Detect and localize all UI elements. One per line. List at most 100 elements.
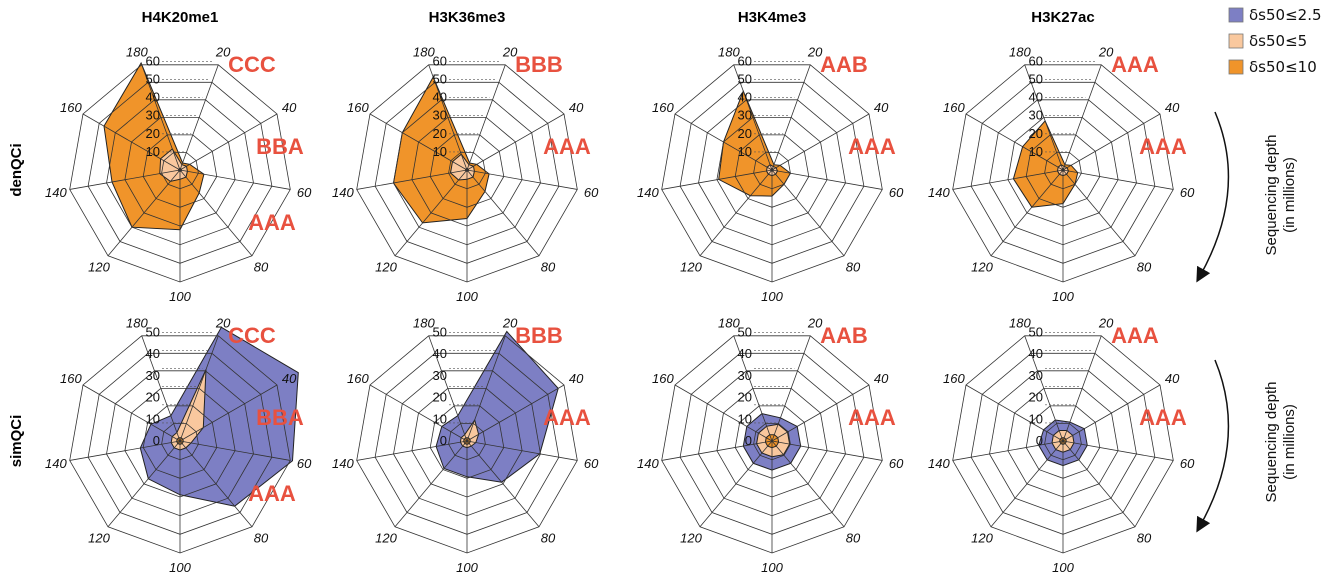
grid-spoke bbox=[771, 440, 845, 528]
axis-label: 60 bbox=[584, 185, 599, 200]
grid-spoke bbox=[1062, 113, 1161, 171]
grid-spoke bbox=[69, 169, 181, 190]
legend-swatch-large bbox=[1228, 59, 1244, 75]
axis-label: 60 bbox=[889, 456, 904, 471]
radial-tick-label: 50 bbox=[1029, 71, 1043, 86]
grid-ring bbox=[753, 423, 791, 461]
grid-spoke bbox=[771, 384, 870, 442]
radial-tick-label: 50 bbox=[433, 324, 447, 339]
significance-annotation: BBA bbox=[256, 405, 304, 430]
axis-label: 180 bbox=[1009, 45, 1031, 60]
radial-tick-label: 50 bbox=[433, 71, 447, 86]
grid-spoke bbox=[466, 169, 578, 190]
side-note-line2: (in millions) bbox=[1281, 157, 1298, 233]
grid-spoke bbox=[990, 440, 1064, 528]
axis-label: 100 bbox=[169, 289, 191, 304]
legend: δs50≤2.5 δs50≤5 δs50≤10 bbox=[1228, 6, 1322, 76]
radial-tick-label: 10 bbox=[146, 144, 160, 159]
radial-tick-label: 10 bbox=[738, 411, 752, 426]
radar-panel: 0 10 20 30 40 50 20 40 60 80 100 120 140 160 180 CCC BBA… bbox=[45, 316, 312, 575]
axis-label: 40 bbox=[1165, 100, 1180, 115]
grid-spoke bbox=[179, 384, 278, 442]
radar-panel: 10 20 30 40 50 60 20 40 60 80 100 120 140 160 180 BBB AA… bbox=[332, 45, 599, 304]
grid-ring bbox=[989, 370, 1137, 517]
axis-label: 180 bbox=[1009, 316, 1031, 331]
grid-ring bbox=[161, 423, 199, 461]
grid-spoke bbox=[1062, 440, 1136, 528]
grid-spoke bbox=[699, 169, 773, 257]
grid-ring bbox=[106, 99, 254, 246]
axis-label: 120 bbox=[971, 531, 993, 546]
axis-label: 40 bbox=[569, 100, 584, 115]
grid-spoke bbox=[179, 64, 219, 171]
axis-label: 160 bbox=[652, 100, 674, 115]
axis-label: 40 bbox=[569, 371, 584, 386]
grid-ring bbox=[87, 352, 273, 535]
grid-ring bbox=[970, 81, 1156, 264]
grid-spoke bbox=[771, 335, 811, 442]
grid-ring bbox=[1007, 117, 1119, 227]
axis-label: 20 bbox=[215, 316, 231, 331]
grid-ring bbox=[393, 370, 541, 517]
radial-tick-label: 50 bbox=[146, 324, 160, 339]
axis-label: 120 bbox=[375, 531, 397, 546]
grid-spoke bbox=[1062, 169, 1136, 257]
grid-ring bbox=[734, 405, 810, 479]
grid-spoke bbox=[107, 169, 181, 257]
grid-spoke bbox=[369, 384, 468, 442]
radial-tick-label: 20 bbox=[1029, 126, 1043, 141]
radial-tick-label: 50 bbox=[1029, 324, 1043, 339]
axis-label: 40 bbox=[874, 371, 889, 386]
axis-label: 20 bbox=[807, 45, 823, 60]
radar-panel: 0 10 20 30 40 50 20 40 60 80 100 120 140 160 180 BBB AAA bbox=[332, 316, 599, 575]
grid-spoke bbox=[179, 440, 291, 461]
grid-ring bbox=[69, 335, 291, 554]
legend-label-medium: δs50≤5 bbox=[1249, 32, 1307, 50]
axis-label: 80 bbox=[254, 531, 269, 546]
grid-ring bbox=[356, 64, 578, 283]
significance-annotation: AAA bbox=[543, 405, 591, 430]
axis-label: 140 bbox=[332, 456, 354, 471]
grid-spoke bbox=[1062, 384, 1161, 442]
axis-label: 180 bbox=[413, 316, 435, 331]
axis-label: 160 bbox=[943, 371, 965, 386]
radial-tick-label: 60 bbox=[146, 53, 160, 68]
axis-label: 160 bbox=[943, 100, 965, 115]
radial-tick-label: 30 bbox=[738, 108, 752, 123]
radial-tick-label: 20 bbox=[433, 126, 447, 141]
grid-ring bbox=[753, 152, 791, 190]
legend-swatch-medium bbox=[1228, 33, 1244, 49]
axis-label: 20 bbox=[502, 45, 518, 60]
column-title: H3K36me3 bbox=[429, 9, 506, 26]
axis-label: 80 bbox=[1137, 260, 1152, 275]
grid-spoke bbox=[369, 113, 468, 171]
grid-spoke bbox=[771, 113, 870, 171]
grid-spoke bbox=[771, 64, 811, 171]
grid-spoke bbox=[674, 113, 773, 171]
curved-arrow-icon bbox=[1196, 359, 1230, 533]
significance-annotation: AAA bbox=[1111, 323, 1159, 348]
axis-label: 100 bbox=[169, 560, 191, 575]
grid-spoke bbox=[661, 169, 773, 190]
radial-tick-label: 20 bbox=[1029, 390, 1043, 405]
grid-spoke bbox=[965, 384, 1064, 442]
grid-spoke bbox=[356, 169, 468, 190]
grid-spoke bbox=[771, 169, 883, 190]
grid-spoke bbox=[394, 169, 468, 257]
grid-spoke bbox=[141, 64, 181, 171]
significance-annotation: AAA bbox=[848, 405, 896, 430]
grid-ring bbox=[698, 370, 846, 517]
grid-ring bbox=[411, 387, 523, 498]
grid-spoke bbox=[771, 169, 845, 257]
grid-spoke bbox=[466, 64, 506, 171]
radar-panel: 0 10 20 30 40 50 20 40 60 80 100 120 140 160 180 AAA AAA bbox=[928, 316, 1195, 575]
grid-spoke bbox=[733, 335, 773, 442]
radial-tick-label: 20 bbox=[738, 390, 752, 405]
radial-tick-label: 60 bbox=[738, 53, 752, 68]
axis-label: 100 bbox=[761, 289, 783, 304]
grid-spoke bbox=[990, 169, 1064, 257]
axis-label: 180 bbox=[126, 316, 148, 331]
axis-label: 140 bbox=[45, 456, 67, 471]
radial-tick-label: 10 bbox=[433, 411, 447, 426]
axis-label: 120 bbox=[88, 260, 110, 275]
